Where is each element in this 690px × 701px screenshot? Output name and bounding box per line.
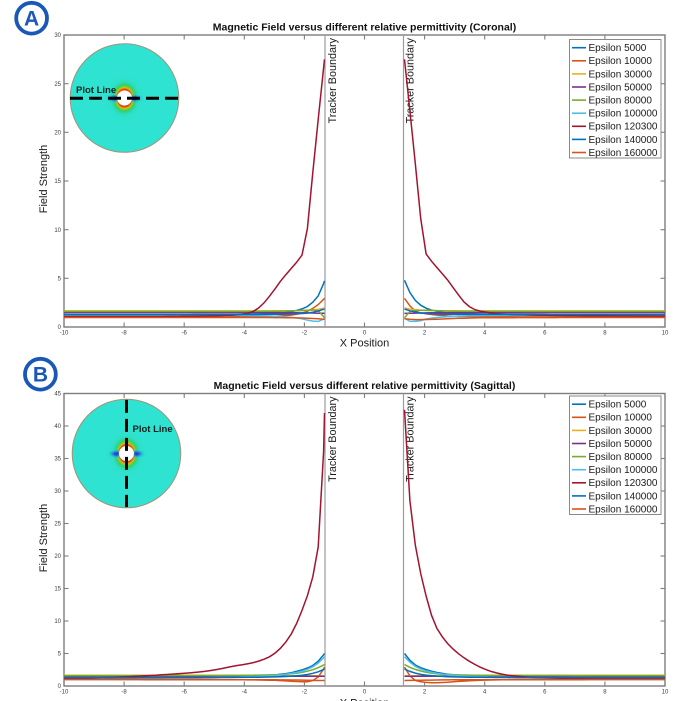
svg-text:Epsilon 10000: Epsilon 10000 bbox=[589, 413, 653, 424]
svg-text:Epsilon 30000: Epsilon 30000 bbox=[589, 426, 653, 437]
svg-text:Epsilon 160000: Epsilon 160000 bbox=[589, 148, 658, 159]
svg-text:Epsilon 100000: Epsilon 100000 bbox=[589, 465, 658, 476]
svg-text:4: 4 bbox=[483, 331, 487, 337]
svg-text:X Position: X Position bbox=[340, 338, 390, 350]
svg-text:Plot Line: Plot Line bbox=[133, 424, 173, 435]
svg-text:2: 2 bbox=[423, 331, 427, 337]
svg-text:Epsilon 30000: Epsilon 30000 bbox=[589, 69, 653, 80]
svg-text:35: 35 bbox=[54, 457, 61, 463]
svg-text:0: 0 bbox=[363, 690, 367, 696]
svg-text:-2: -2 bbox=[302, 331, 308, 337]
svg-text:-10: -10 bbox=[60, 690, 69, 696]
svg-text:2: 2 bbox=[423, 690, 427, 696]
svg-text:10: 10 bbox=[662, 331, 669, 337]
svg-text:Epsilon 50000: Epsilon 50000 bbox=[589, 439, 653, 450]
svg-text:-10: -10 bbox=[60, 331, 69, 337]
svg-text:Epsilon 120300: Epsilon 120300 bbox=[589, 478, 658, 489]
svg-text:A: A bbox=[24, 8, 39, 31]
svg-text:10: 10 bbox=[662, 690, 669, 696]
svg-text:8: 8 bbox=[603, 331, 607, 337]
svg-text:Magnetic Field versus differen: Magnetic Field versus different relative… bbox=[214, 380, 516, 392]
svg-text:Epsilon 140000: Epsilon 140000 bbox=[589, 135, 658, 146]
svg-text:Plot Line: Plot Line bbox=[76, 85, 116, 96]
svg-text:45: 45 bbox=[54, 392, 61, 398]
svg-text:15: 15 bbox=[54, 587, 61, 593]
svg-text:15: 15 bbox=[54, 179, 61, 185]
svg-text:Epsilon 140000: Epsilon 140000 bbox=[589, 491, 658, 502]
svg-text:Epsilon 5000: Epsilon 5000 bbox=[589, 400, 647, 411]
svg-text:0: 0 bbox=[363, 331, 367, 337]
svg-text:25: 25 bbox=[54, 522, 61, 528]
svg-text:-6: -6 bbox=[182, 331, 188, 337]
svg-text:25: 25 bbox=[54, 82, 61, 88]
svg-text:Epsilon 160000: Epsilon 160000 bbox=[589, 504, 658, 515]
svg-text:Epsilon 10000: Epsilon 10000 bbox=[589, 56, 653, 67]
svg-text:-2: -2 bbox=[302, 690, 308, 696]
svg-text:Epsilon 120300: Epsilon 120300 bbox=[589, 122, 658, 133]
svg-text:Tracker Boundary: Tracker Boundary bbox=[327, 37, 339, 123]
svg-text:Tracker Boundary: Tracker Boundary bbox=[405, 37, 417, 123]
svg-text:Tracker Boundary: Tracker Boundary bbox=[327, 396, 339, 482]
svg-text:20: 20 bbox=[54, 131, 61, 137]
svg-text:Epsilon 100000: Epsilon 100000 bbox=[589, 109, 658, 120]
svg-text:Epsilon 50000: Epsilon 50000 bbox=[589, 82, 653, 93]
svg-text:4: 4 bbox=[483, 690, 487, 696]
svg-text:-8: -8 bbox=[121, 331, 127, 337]
svg-text:5: 5 bbox=[58, 277, 62, 283]
svg-text:0: 0 bbox=[58, 684, 62, 690]
svg-text:-4: -4 bbox=[242, 690, 248, 696]
svg-text:-8: -8 bbox=[121, 690, 127, 696]
svg-text:8: 8 bbox=[603, 690, 607, 696]
svg-text:X Position: X Position bbox=[340, 698, 390, 701]
svg-text:-4: -4 bbox=[242, 331, 248, 337]
svg-text:-6: -6 bbox=[182, 690, 188, 696]
svg-text:Field Strength: Field Strength bbox=[38, 145, 50, 213]
svg-text:Field Strength: Field Strength bbox=[38, 504, 50, 572]
svg-text:30: 30 bbox=[54, 489, 61, 495]
svg-text:40: 40 bbox=[54, 424, 61, 430]
svg-text:10: 10 bbox=[54, 228, 61, 234]
svg-text:Epsilon 5000: Epsilon 5000 bbox=[589, 43, 647, 54]
svg-text:B: B bbox=[33, 364, 48, 387]
svg-text:6: 6 bbox=[543, 690, 547, 696]
svg-text:6: 6 bbox=[543, 331, 547, 337]
svg-text:20: 20 bbox=[54, 554, 61, 560]
svg-text:Epsilon 80000: Epsilon 80000 bbox=[589, 452, 653, 463]
svg-text:5: 5 bbox=[58, 652, 62, 658]
svg-text:0: 0 bbox=[58, 325, 62, 331]
svg-text:30: 30 bbox=[54, 33, 61, 39]
svg-text:10: 10 bbox=[54, 619, 61, 625]
svg-text:Magnetic Field versus differen: Magnetic Field versus different relative… bbox=[213, 22, 516, 34]
svg-text:Epsilon 80000: Epsilon 80000 bbox=[589, 96, 653, 107]
